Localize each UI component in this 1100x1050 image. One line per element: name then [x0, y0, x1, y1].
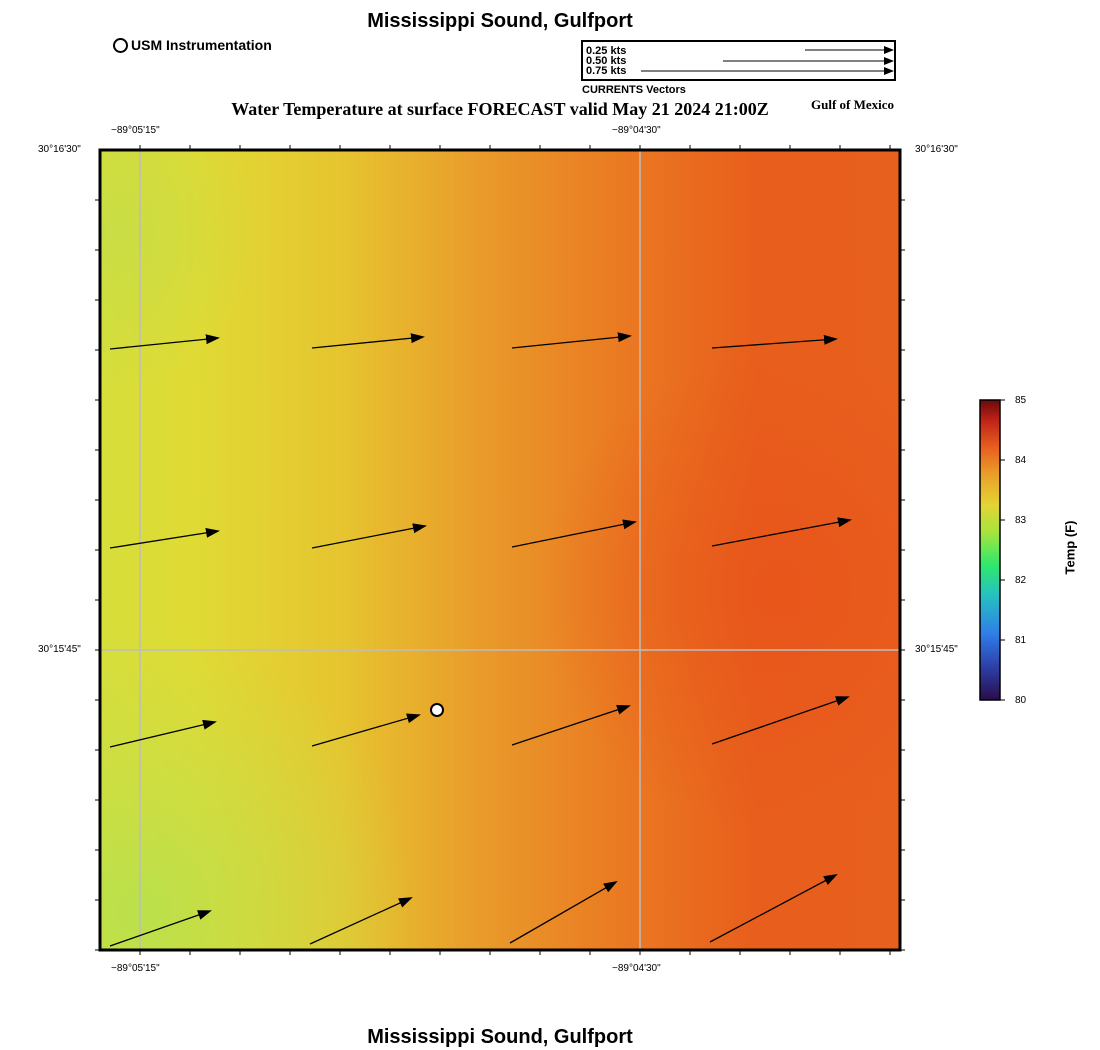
colorbar-tick-81: 81	[1015, 635, 1027, 646]
current-vector	[109, 910, 212, 947]
colorbar-tick-83: 83	[1015, 515, 1027, 526]
region-label: Gulf of Mexico	[811, 97, 895, 112]
current-vector	[711, 696, 850, 745]
current-vector	[509, 881, 618, 944]
colorbar-title: Temp (F)	[1062, 520, 1078, 575]
top-lon-label-mid: −89°04'30"	[612, 125, 661, 136]
map-frame	[98, 148, 902, 952]
vector-legend-row-2: 0.50 kts	[586, 55, 627, 67]
left-lat-label-mid: 30°15'45"	[38, 644, 81, 655]
colorbar-tick-80: 80	[1015, 695, 1027, 706]
usm-instrumentation-label: USM Instrumentation	[131, 37, 272, 53]
right-lat-label-mid: 30°15'45"	[915, 644, 958, 655]
current-vector	[511, 705, 631, 746]
current-vector	[109, 334, 220, 350]
bottom-lon-label-mid: −89°04'30"	[612, 963, 661, 974]
current-vector-legend: 0.25 kts 0.50 kts 0.75 kts	[581, 40, 896, 81]
instrument-marker-icon	[113, 37, 128, 53]
graticule	[100, 150, 900, 950]
current-vector	[311, 523, 427, 549]
left-lat-label-top: 30°16'30"	[38, 144, 81, 155]
colorbar-tick-84: 84	[1015, 455, 1027, 466]
temperature-map	[95, 145, 905, 955]
vector-legend-row-1: 0.25 kts	[586, 45, 627, 57]
colorbar-tick-85: 85	[1015, 395, 1027, 406]
current-vector	[311, 333, 425, 349]
top-lon-label-left: −89°05'15"	[111, 125, 160, 136]
current-vector	[309, 897, 413, 945]
map-title: Water Temperature at surface FORECAST va…	[231, 99, 769, 119]
footer-title: Mississippi Sound, Gulfport	[367, 1026, 633, 1048]
current-vector	[711, 517, 852, 547]
current-vector	[709, 874, 838, 943]
temperature-colorbar	[979, 399, 1005, 701]
colorbar-tick-82: 82	[1015, 575, 1027, 586]
right-lat-label-top: 30°16'30"	[915, 144, 958, 155]
bottom-lon-label-left: −89°05'15"	[111, 963, 160, 974]
current-vector	[109, 527, 220, 549]
usm-instrument-marker	[430, 703, 444, 717]
vector-legend-caption: CURRENTS Vectors	[582, 84, 686, 96]
current-vector	[511, 519, 637, 548]
current-vectors	[109, 332, 852, 947]
current-vector	[311, 713, 421, 747]
usm-instrumentation-legend: USM Instrumentation	[113, 37, 272, 53]
vector-legend-row-3: 0.75 kts	[586, 65, 627, 77]
current-vector	[711, 334, 838, 349]
current-vector	[511, 332, 632, 349]
current-vector	[109, 719, 217, 748]
chart-title: Mississippi Sound, Gulfport	[367, 10, 633, 32]
vector-legend-arrows	[641, 46, 894, 75]
